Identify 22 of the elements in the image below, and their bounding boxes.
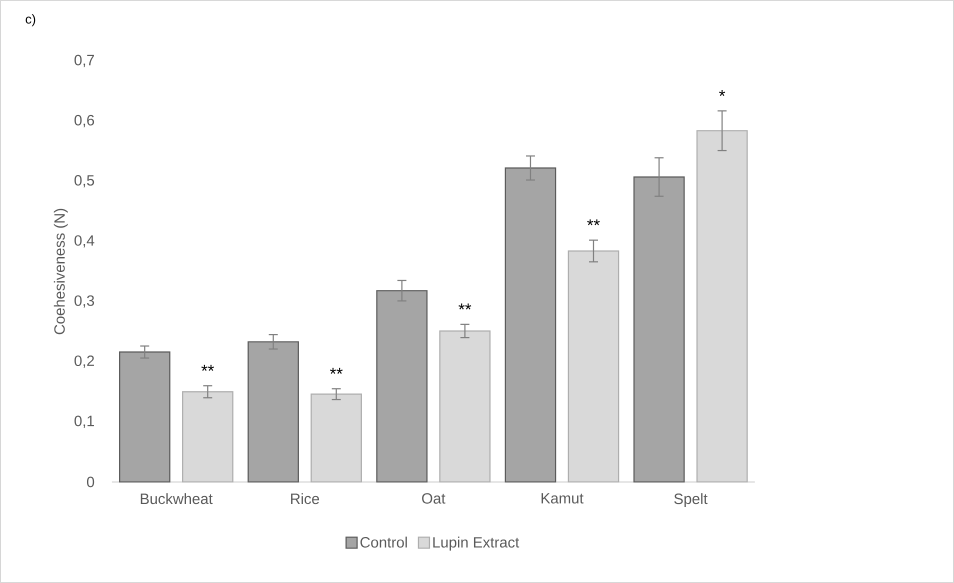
x-tick-label: Kamut bbox=[542, 493, 584, 504]
y-tick-label: 0,2 bbox=[74, 355, 94, 368]
y-tick-label: 0,5 bbox=[74, 175, 94, 188]
y-tick-label: 0,3 bbox=[74, 295, 94, 308]
legend-label: Control bbox=[360, 536, 407, 548]
x-tick-label: Buckwheat bbox=[140, 493, 213, 504]
y-tick-label: 0,4 bbox=[74, 235, 94, 248]
legend-label: Lupin Extract bbox=[433, 536, 520, 551]
annotation: ** bbox=[201, 364, 214, 371]
x-tick-label: Spelt bbox=[674, 493, 708, 508]
x-tick-label: Oat bbox=[422, 493, 446, 504]
y-tick-label: 0,6 bbox=[74, 114, 94, 128]
y-axis-title: Coehesiveness (N) bbox=[54, 208, 68, 334]
annotation: ** bbox=[458, 304, 472, 310]
text: c) bbox=[26, 14, 36, 26]
annotation: ** bbox=[587, 219, 600, 226]
x-tick-label: Rice bbox=[291, 493, 320, 504]
annotation: * bbox=[719, 90, 726, 96]
y-tick-label: 0,1 bbox=[74, 416, 94, 428]
y-tick-label: 0,7 bbox=[74, 54, 94, 68]
annotation: ** bbox=[330, 368, 343, 374]
y-tick-label: 0 bbox=[86, 476, 94, 488]
